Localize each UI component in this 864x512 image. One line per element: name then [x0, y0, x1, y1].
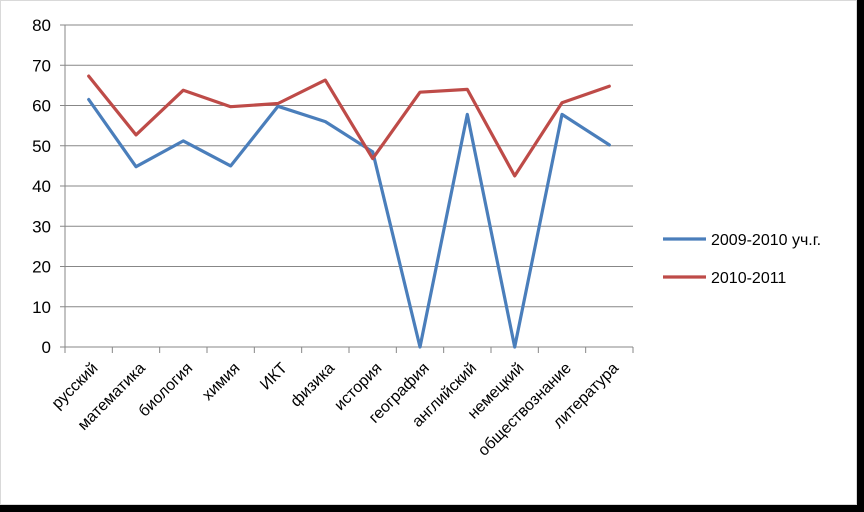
y-tick-label: 50 — [32, 137, 51, 156]
chart-frame: 0 10 20 30 40 50 60 70 80 русский математика биоло… — [0, 0, 857, 505]
x-tick-label: физика — [288, 360, 339, 411]
y-tick-label: 60 — [32, 97, 51, 116]
legend-label-2: 2010-2011 — [711, 270, 786, 287]
gridlines — [65, 24, 633, 308]
legend: 2009-2010 уч.г. 2010-2011 — [663, 232, 821, 287]
y-tick-label: 40 — [32, 177, 51, 196]
series-line-1 — [87, 97, 611, 349]
y-tick-label: 10 — [32, 298, 51, 317]
series-line-2 — [87, 74, 611, 178]
axes — [60, 24, 634, 353]
y-tick-label: 80 — [32, 16, 51, 35]
x-tick-label: химия — [199, 360, 243, 404]
y-tick-label: 30 — [32, 217, 51, 236]
y-tick-label: 0 — [42, 338, 51, 357]
y-tick-labels: 0 10 20 30 40 50 60 70 80 — [32, 16, 51, 357]
legend-label-1: 2009-2010 уч.г. — [711, 232, 821, 249]
series-lines — [87, 74, 611, 349]
x-tick-label: ИКТ — [257, 360, 291, 394]
y-tick-label: 70 — [32, 56, 51, 75]
y-tick-label: 20 — [32, 258, 51, 277]
